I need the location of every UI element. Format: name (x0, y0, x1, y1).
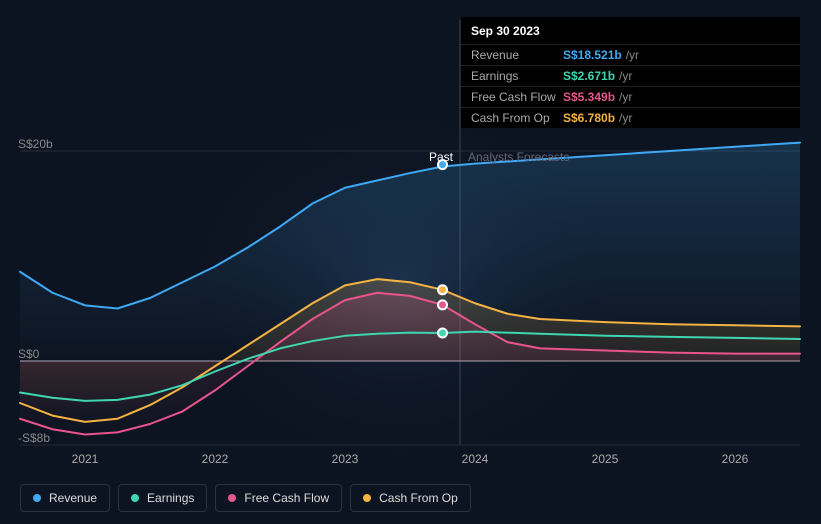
x-tick-label: 2023 (332, 452, 359, 466)
legend-item-earnings[interactable]: Earnings (118, 484, 207, 512)
forecast-label: Analysts Forecasts (468, 150, 569, 164)
legend-item-revenue[interactable]: Revenue (20, 484, 110, 512)
legend-item-label: Cash From Op (379, 491, 458, 505)
x-tick-label: 2026 (722, 452, 749, 466)
tooltip-row-label: Cash From Op (471, 111, 563, 125)
legend-dot-icon (363, 494, 371, 502)
tooltip-row-label: Free Cash Flow (471, 90, 563, 104)
legend-item-free_cash_flow[interactable]: Free Cash Flow (215, 484, 342, 512)
x-tick-label: 2024 (462, 452, 489, 466)
tooltip-row-value: S$2.671b (563, 69, 615, 83)
x-tick-label: 2021 (72, 452, 99, 466)
legend-item-label: Earnings (147, 491, 194, 505)
tooltip-row-value: S$18.521b (563, 48, 622, 62)
legend-item-label: Free Cash Flow (244, 491, 329, 505)
legend-item-label: Revenue (49, 491, 97, 505)
tooltip-row-unit: /yr (619, 69, 632, 83)
tooltip-row: Cash From OpS$6.780b/yr (461, 107, 800, 128)
tooltip-row-unit: /yr (619, 111, 632, 125)
financials-chart: S$20bS$0-S$8b 202120222023202420252026 P… (0, 0, 821, 524)
x-tick-label: 2025 (592, 452, 619, 466)
legend-dot-icon (228, 494, 236, 502)
x-tick-label: 2022 (202, 452, 229, 466)
tooltip-row-unit: /yr (619, 90, 632, 104)
chart-legend: Revenue Earnings Free Cash Flow Cash From O… (20, 484, 471, 512)
tooltip-row-label: Earnings (471, 69, 563, 83)
tooltip-date: Sep 30 2023 (461, 17, 800, 44)
legend-dot-icon (33, 494, 41, 502)
tooltip-row: EarningsS$2.671b/yr (461, 65, 800, 86)
legend-item-cash_from_op[interactable]: Cash From Op (350, 484, 471, 512)
past-label: Past (429, 150, 453, 164)
chart-tooltip: Sep 30 2023 RevenueS$18.521b/yrEarningsS… (461, 17, 800, 128)
tooltip-row: Free Cash FlowS$5.349b/yr (461, 86, 800, 107)
tooltip-row: RevenueS$18.521b/yr (461, 44, 800, 65)
tooltip-row-label: Revenue (471, 48, 563, 62)
tooltip-row-unit: /yr (626, 48, 639, 62)
tooltip-row-value: S$6.780b (563, 111, 615, 125)
legend-dot-icon (131, 494, 139, 502)
tooltip-row-value: S$5.349b (563, 90, 615, 104)
